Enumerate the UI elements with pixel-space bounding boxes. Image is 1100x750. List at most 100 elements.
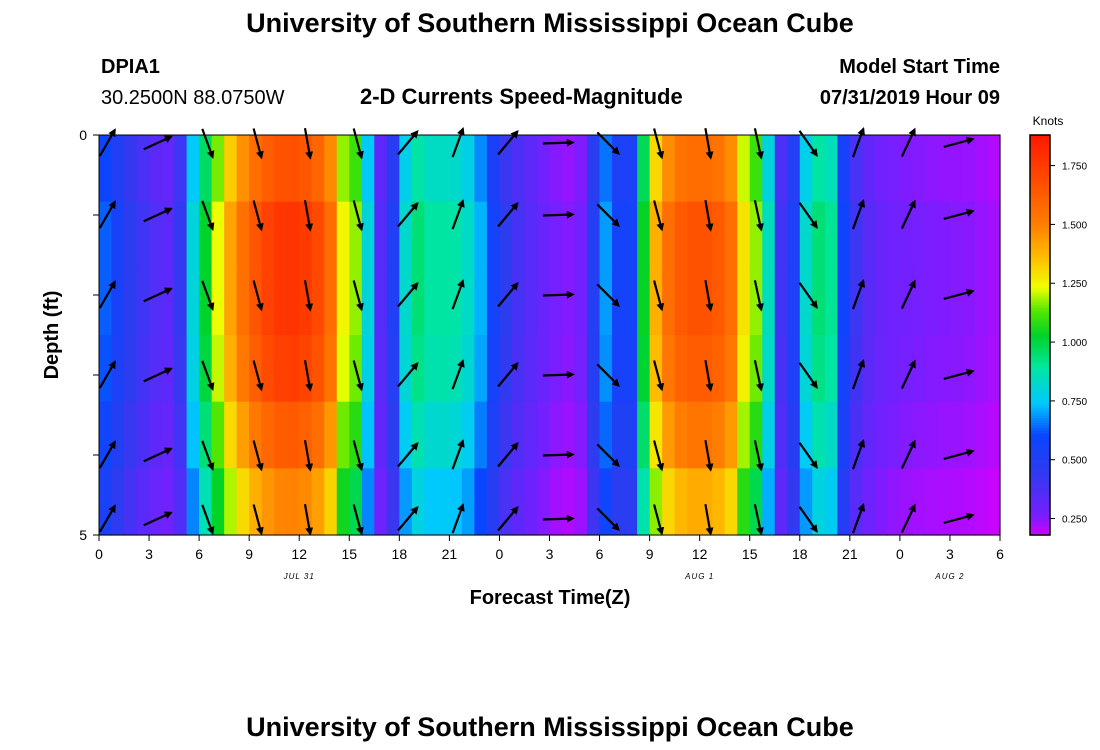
heatmap-cell xyxy=(724,135,738,203)
heatmap-cell xyxy=(737,335,751,403)
heatmap-cell xyxy=(524,268,538,336)
colorbar-segment xyxy=(1030,377,1050,381)
heatmap-cell xyxy=(436,201,450,269)
colorbar-segment xyxy=(1030,317,1050,321)
colorbar-segment xyxy=(1030,355,1050,359)
colorbar-segment xyxy=(1030,155,1050,159)
heatmap-cell xyxy=(774,268,788,336)
model-start-value: 07/31/2019 Hour 09 xyxy=(819,87,1000,109)
heatmap-cell xyxy=(486,335,501,403)
colorbar-tick-label: 1.000 xyxy=(1062,338,1087,349)
colorbar-segment xyxy=(1030,230,1050,234)
heatmap-cell xyxy=(749,401,763,469)
colorbar-segment xyxy=(1030,400,1050,404)
heatmap-cell xyxy=(236,468,250,536)
heatmap-cell xyxy=(962,135,976,203)
current-vector-arrow xyxy=(303,504,314,536)
heatmap-cell xyxy=(249,401,263,469)
heatmap-cell xyxy=(549,201,563,269)
heatmap-cell xyxy=(149,335,163,403)
heatmap-cell xyxy=(562,268,576,336)
heatmap-cell xyxy=(174,135,188,203)
colorbar-segment xyxy=(1030,357,1050,361)
colorbar-segment xyxy=(1030,262,1050,266)
heatmap-cell xyxy=(849,201,863,269)
heatmap-cell xyxy=(899,201,913,269)
heatmap-cell xyxy=(186,468,200,536)
current-vector-arrow xyxy=(653,280,665,312)
current-vector-arrow xyxy=(98,280,116,309)
heatmap-cell xyxy=(637,468,651,536)
heatmap-cell xyxy=(149,401,163,469)
current-vector-arrow xyxy=(352,280,364,312)
heatmap-cell xyxy=(812,335,826,403)
current-vector-arrow xyxy=(143,207,173,223)
current-vector-arrow xyxy=(303,200,314,232)
heatmap-cell xyxy=(324,401,338,469)
current-vector-arrow xyxy=(352,440,364,472)
colorbar-segment xyxy=(1030,202,1050,206)
heatmap-cell xyxy=(549,401,563,469)
current-vector-arrow xyxy=(352,504,364,536)
heatmap-cell xyxy=(637,268,651,336)
heatmap-cell xyxy=(962,401,976,469)
heatmap-cell xyxy=(361,401,375,469)
heatmap-cell xyxy=(161,401,175,469)
colorbar-segment xyxy=(1030,440,1050,444)
current-vector-arrow xyxy=(143,511,173,527)
heatmap-cell xyxy=(324,135,338,203)
heatmap-cell xyxy=(574,335,588,403)
heatmap-cell xyxy=(161,201,175,269)
heatmap-cell xyxy=(924,201,939,269)
heatmap-cell xyxy=(411,201,425,269)
colorbar-segment xyxy=(1030,260,1050,264)
current-vector-arrow xyxy=(98,360,116,389)
colorbar-segment xyxy=(1030,422,1050,426)
current-vector-arrow xyxy=(542,450,575,459)
heatmap-cell xyxy=(737,268,751,336)
heatmap-cell xyxy=(474,401,488,469)
heatmap-cell xyxy=(299,201,313,269)
heatmap-cell xyxy=(99,468,113,536)
x-tick-label: 3 xyxy=(546,546,554,562)
heatmap-cell xyxy=(211,268,225,336)
colorbar-tick-label: 1.500 xyxy=(1062,220,1087,231)
heatmap-cell xyxy=(261,468,275,536)
colorbar-segment xyxy=(1030,382,1050,386)
heatmap-cell xyxy=(111,135,125,203)
heatmap-cell xyxy=(311,201,325,269)
current-vector-arrow xyxy=(98,504,116,533)
heatmap-cell xyxy=(224,135,238,203)
heatmap-cell xyxy=(286,201,300,269)
heatmap-cell xyxy=(411,468,425,536)
heatmap-cell xyxy=(899,268,913,336)
heatmap-cell xyxy=(599,335,613,403)
colorbar-segment xyxy=(1030,320,1050,324)
heatmap-cell xyxy=(599,401,613,469)
heatmap-cell xyxy=(374,135,388,203)
heatmap-cell xyxy=(311,135,325,203)
heatmap-cell xyxy=(987,201,1001,269)
colorbar-segment xyxy=(1030,137,1050,141)
heatmap-cell xyxy=(762,135,776,203)
heatmap-cell xyxy=(824,135,838,203)
heatmap-cell xyxy=(349,401,363,469)
colorbar-segment xyxy=(1030,500,1050,504)
heatmap-cell xyxy=(499,135,513,203)
colorbar-segment xyxy=(1030,235,1050,239)
heatmap-cell xyxy=(649,401,663,469)
heatmap-cell xyxy=(124,135,138,203)
heatmap-cell xyxy=(299,468,313,536)
colorbar-segment xyxy=(1030,200,1050,204)
heatmap-cell xyxy=(574,401,588,469)
colorbar-segment xyxy=(1030,257,1050,261)
colorbar-segment xyxy=(1030,150,1050,154)
heatmap-cell xyxy=(912,468,926,536)
heatmap-cell xyxy=(912,268,926,336)
x-tick-label: 12 xyxy=(692,546,708,562)
current-vector-arrow xyxy=(851,279,865,310)
colorbar-segment xyxy=(1030,285,1050,289)
heatmap-cell xyxy=(587,335,601,403)
colorbar-segment xyxy=(1030,385,1050,389)
current-vector-arrow xyxy=(704,280,714,312)
